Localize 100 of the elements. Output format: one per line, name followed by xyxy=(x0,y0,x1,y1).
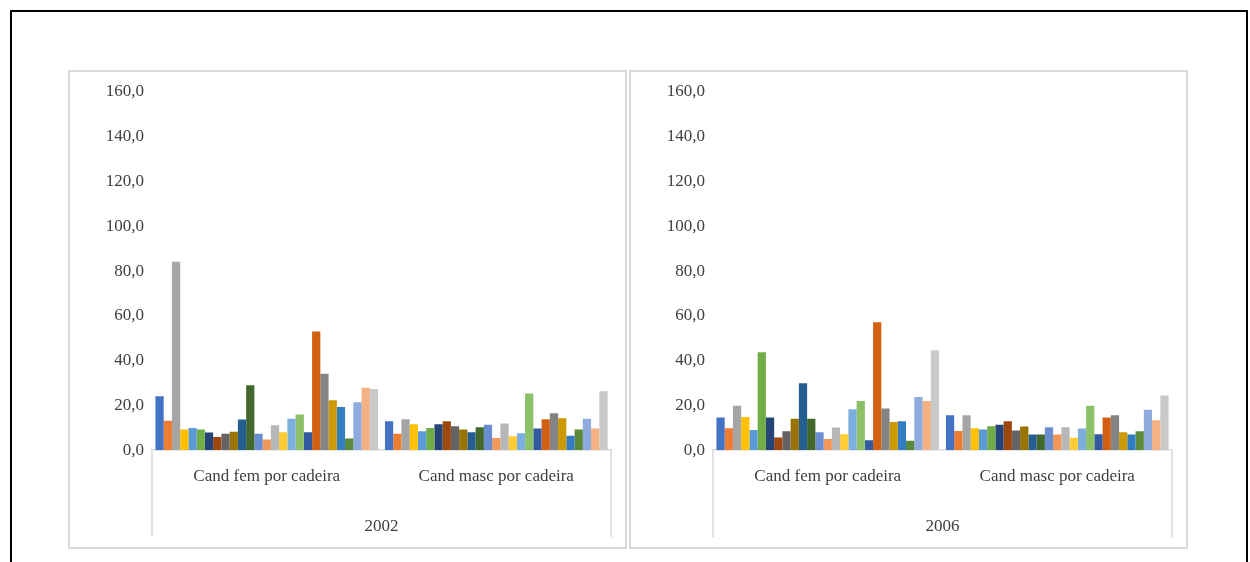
bar xyxy=(163,420,172,451)
bar xyxy=(798,383,808,451)
bar xyxy=(749,430,758,451)
bar xyxy=(1086,405,1095,451)
bar xyxy=(1160,395,1169,451)
bar xyxy=(475,427,484,451)
bar xyxy=(541,419,550,451)
bar xyxy=(270,425,280,451)
bar xyxy=(1135,431,1144,451)
y-tick-label: 120,0 xyxy=(105,171,144,191)
y-tick-label: 80,0 xyxy=(675,260,705,280)
bar xyxy=(229,431,238,451)
bar xyxy=(525,393,534,451)
bar xyxy=(483,424,493,451)
y-tick-label: 20,0 xyxy=(114,394,144,414)
y-tick-label: 0,0 xyxy=(122,439,144,459)
bar xyxy=(295,414,304,451)
x-tick-label: Cand fem por cadeira xyxy=(193,465,341,485)
x-tick-label: Cand masc por cadeira xyxy=(418,465,575,485)
y-tick-label: 100,0 xyxy=(666,215,705,235)
bar xyxy=(516,433,526,451)
bar xyxy=(401,419,410,451)
bar xyxy=(467,432,476,451)
bar xyxy=(558,418,567,451)
y-tick-label: 40,0 xyxy=(675,350,705,370)
bar xyxy=(807,418,816,451)
bar xyxy=(1069,437,1078,451)
bar xyxy=(533,428,542,451)
bar xyxy=(1102,417,1111,451)
bar xyxy=(459,429,468,451)
bar xyxy=(279,432,288,451)
bar xyxy=(188,428,197,451)
bar xyxy=(914,396,923,451)
bar xyxy=(369,389,379,451)
bar xyxy=(987,426,996,451)
bar xyxy=(1094,434,1103,451)
y-tick-label: 20,0 xyxy=(675,394,705,414)
bar xyxy=(930,350,940,451)
bar xyxy=(287,418,296,451)
bar xyxy=(582,418,592,451)
bar xyxy=(336,406,346,451)
bar xyxy=(1003,421,1012,451)
bar xyxy=(312,331,321,451)
bar xyxy=(1110,415,1120,451)
bar xyxy=(409,424,418,451)
bar xyxy=(945,415,955,451)
bar xyxy=(881,408,890,451)
bar xyxy=(426,428,435,451)
bar xyxy=(328,400,337,451)
bar xyxy=(978,429,988,451)
bar xyxy=(155,396,164,451)
bar xyxy=(1119,432,1128,451)
bar xyxy=(840,434,849,451)
bar xyxy=(442,421,451,451)
bar xyxy=(574,429,583,451)
bar xyxy=(320,373,329,451)
x-tick-label: Cand masc por cadeira xyxy=(979,465,1136,485)
x-axis-title: 2002 xyxy=(364,516,399,536)
bar xyxy=(1053,434,1062,451)
bar xyxy=(1061,427,1070,451)
bar xyxy=(254,433,263,451)
bar xyxy=(790,418,799,451)
x-tick-label: Cand fem por cadeira xyxy=(754,465,902,485)
bar xyxy=(345,438,354,451)
bar xyxy=(856,400,865,451)
bar xyxy=(782,431,791,451)
bar xyxy=(848,409,857,451)
y-tick-label: 0,0 xyxy=(683,439,705,459)
bar xyxy=(922,400,931,451)
bar xyxy=(757,352,766,451)
bar xyxy=(237,419,247,451)
bar xyxy=(434,424,443,451)
bar xyxy=(1044,427,1054,451)
bar xyxy=(549,413,559,451)
bar xyxy=(815,432,824,451)
y-tick-label: 60,0 xyxy=(675,305,705,325)
bar xyxy=(180,429,189,451)
bar xyxy=(1143,409,1153,451)
bar xyxy=(995,424,1004,451)
bar xyxy=(954,430,963,451)
bar xyxy=(303,432,313,451)
y-tick-label: 160,0 xyxy=(666,81,705,101)
y-tick-label: 120,0 xyxy=(666,171,705,191)
bar xyxy=(889,421,898,451)
bar xyxy=(716,417,725,451)
bar xyxy=(823,439,832,451)
bar xyxy=(450,426,460,451)
bar xyxy=(873,322,882,451)
bar xyxy=(1028,434,1037,451)
bar xyxy=(566,435,575,451)
y-tick-label: 140,0 xyxy=(666,126,705,146)
bar xyxy=(508,436,517,451)
bar xyxy=(970,428,979,451)
bar xyxy=(765,417,775,451)
bar xyxy=(1036,434,1045,451)
bar xyxy=(393,433,402,451)
bar xyxy=(262,439,271,451)
bar xyxy=(864,440,874,451)
bar xyxy=(599,391,608,451)
y-tick-label: 100,0 xyxy=(105,215,144,235)
